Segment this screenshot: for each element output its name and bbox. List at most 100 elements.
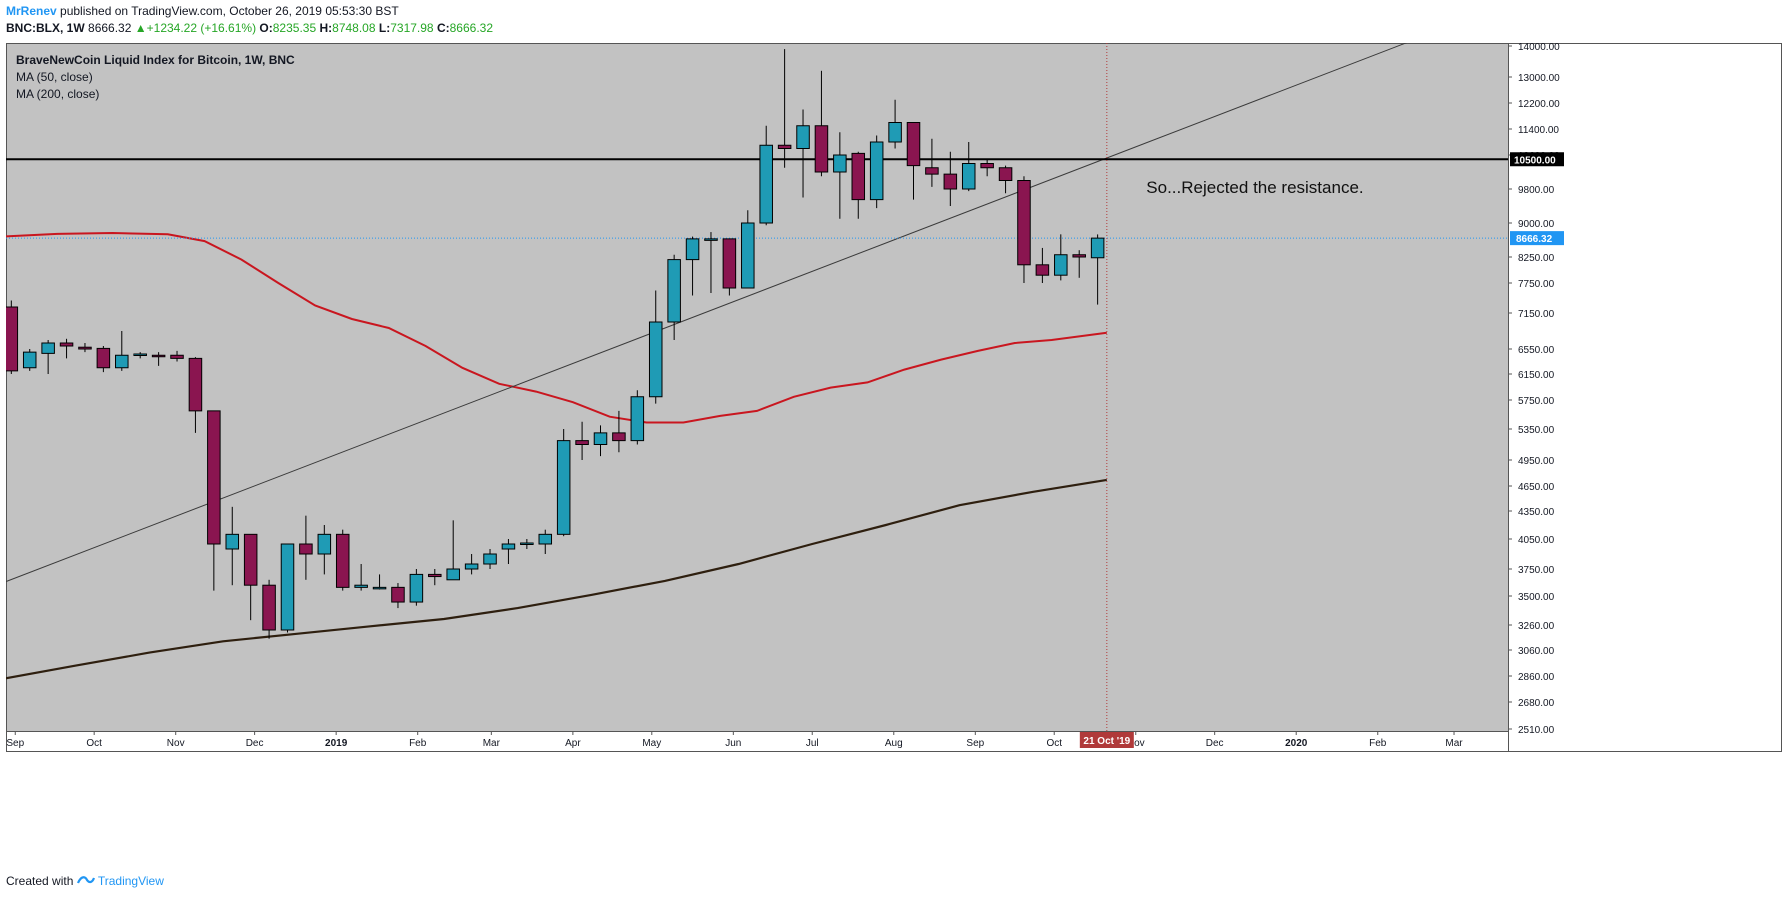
resistance-price-label: 10500.00 bbox=[1514, 155, 1556, 166]
candle-body bbox=[593, 432, 608, 445]
close-value: 8666.32 bbox=[449, 21, 494, 35]
candlestick-chart[interactable]: 14000.0013000.0012200.0011400.0010600.00… bbox=[1, 30, 1782, 863]
publish-info: MrRenev published on TradingView.com, Oc… bbox=[6, 4, 399, 18]
time-tick-label: Nov bbox=[167, 738, 185, 749]
chart-container[interactable]: 14000.0013000.0012200.0011400.0010600.00… bbox=[1, 30, 1782, 863]
price-tick-label: 2680.00 bbox=[1518, 698, 1555, 709]
candle-body bbox=[372, 586, 387, 590]
tradingview-link[interactable]: TradingView bbox=[97, 874, 164, 888]
time-tick-label: Feb bbox=[1369, 738, 1387, 749]
candle-body bbox=[1054, 254, 1068, 276]
resistance-price-tag bbox=[1510, 152, 1564, 167]
candle-body bbox=[906, 122, 921, 167]
candle-body bbox=[391, 586, 405, 603]
candle-body bbox=[4, 306, 19, 372]
candle-body bbox=[741, 222, 755, 289]
price-tick-label: 11400.00 bbox=[1518, 125, 1559, 136]
candle-body bbox=[722, 238, 737, 289]
tradingview-logo-icon bbox=[76, 874, 98, 888]
price-tick-label: 5750.00 bbox=[1518, 396, 1555, 407]
time-tick-label: Sep bbox=[966, 738, 984, 749]
candle-body bbox=[409, 573, 424, 603]
candle-body bbox=[501, 543, 516, 550]
candle-body bbox=[78, 346, 92, 350]
publish-text: published on TradingView.com, October 26… bbox=[60, 4, 399, 18]
candle-body bbox=[943, 173, 958, 190]
low-value: 7317.98 bbox=[390, 21, 434, 35]
price-tick-label: 6550.00 bbox=[1518, 345, 1555, 356]
candle-body bbox=[115, 354, 129, 369]
candle-body bbox=[317, 533, 332, 555]
author-link[interactable]: MrRenev bbox=[6, 4, 57, 18]
high-value: 8748.08 bbox=[332, 21, 376, 35]
price-tick-label: 8250.00 bbox=[1518, 253, 1555, 264]
price-tick-label: 14000.00 bbox=[1518, 43, 1560, 53]
plot-background bbox=[6, 43, 1508, 731]
candle-body bbox=[888, 122, 902, 143]
candle-body bbox=[648, 321, 663, 398]
candle-body bbox=[22, 351, 37, 369]
open-label: O: bbox=[259, 21, 273, 35]
legend-title: BraveNewCoin Liquid Index for Bitcoin, 1… bbox=[16, 53, 295, 67]
open-value: 8235.35 bbox=[272, 21, 317, 35]
candle-body bbox=[612, 432, 626, 442]
time-tick-label: Nov bbox=[1127, 738, 1145, 749]
candle-body bbox=[833, 154, 847, 173]
candle-body bbox=[151, 354, 166, 358]
candle-body bbox=[299, 543, 313, 555]
candle-body bbox=[851, 152, 866, 201]
legend-ma50[interactable]: MA (50, close) bbox=[16, 70, 93, 84]
last-price-tag bbox=[1510, 231, 1564, 246]
high-label: H: bbox=[319, 21, 333, 35]
crosshair-date-tag bbox=[1079, 732, 1134, 748]
candle-body bbox=[133, 353, 147, 356]
price-tick-label: 4050.00 bbox=[1518, 535, 1555, 546]
candle-body bbox=[280, 543, 295, 631]
candle-body bbox=[428, 573, 442, 578]
time-tick-label: 2019 bbox=[325, 738, 348, 749]
candle-body bbox=[59, 342, 74, 347]
candle-body bbox=[262, 584, 276, 631]
candle-body bbox=[556, 440, 571, 535]
legend-ma200[interactable]: MA (200, close) bbox=[16, 87, 100, 101]
candle-body bbox=[796, 125, 810, 149]
candle-body bbox=[961, 163, 976, 190]
price-tick-label: 4950.00 bbox=[1518, 456, 1555, 467]
price-tick-label: 4650.00 bbox=[1518, 482, 1555, 493]
candle-body bbox=[520, 542, 534, 545]
time-tick-label: Dec bbox=[246, 738, 264, 749]
last-price-label: 8666.32 bbox=[1516, 234, 1553, 245]
candle-body bbox=[41, 342, 55, 354]
close-label: C: bbox=[436, 21, 450, 35]
candle-body bbox=[1072, 254, 1086, 258]
price-axis-background bbox=[1508, 43, 1782, 863]
footer: Created with TradingView bbox=[6, 874, 164, 888]
price-tick-label: 9000.00 bbox=[1518, 219, 1555, 230]
candle-body bbox=[225, 533, 240, 550]
candle-body bbox=[685, 238, 700, 261]
crosshair-date-label: 21 Oct '19 bbox=[1083, 736, 1130, 747]
candle-body bbox=[464, 563, 479, 570]
price-tick-label: 7750.00 bbox=[1518, 279, 1555, 290]
candle-body bbox=[759, 144, 773, 224]
candle-body bbox=[667, 259, 681, 323]
candle-body bbox=[814, 125, 829, 173]
candle-body bbox=[1017, 180, 1031, 266]
candle-body bbox=[188, 357, 203, 412]
price-tick-label: 4350.00 bbox=[1518, 507, 1555, 518]
candle-body bbox=[170, 354, 184, 359]
candle-body bbox=[777, 144, 792, 149]
candle-body bbox=[243, 533, 258, 586]
time-tick-label: Sep bbox=[6, 738, 24, 749]
time-tick-label: Aug bbox=[885, 738, 903, 749]
candle-body bbox=[1090, 237, 1105, 259]
annotation-text: So...Rejected the resistance. bbox=[1146, 178, 1363, 197]
candle-body bbox=[1035, 264, 1050, 276]
candle-body bbox=[704, 238, 718, 241]
price-tick-label: 3060.00 bbox=[1518, 646, 1555, 657]
symbol-label: BNC:BLX, 1W bbox=[6, 21, 85, 35]
price-tick-label: 13000.00 bbox=[1518, 73, 1560, 84]
candle-body bbox=[575, 440, 589, 445]
time-tick-label: Oct bbox=[86, 738, 102, 749]
price-tick-label: 3260.00 bbox=[1518, 621, 1555, 632]
